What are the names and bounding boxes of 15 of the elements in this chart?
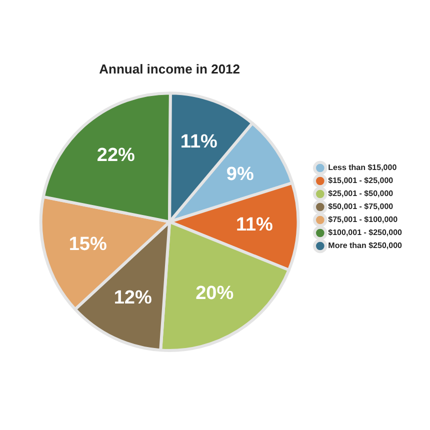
legend-label: $50,001 - $75,000 bbox=[328, 202, 394, 212]
legend-label: $25,001 - $50,000 bbox=[328, 189, 394, 198]
data-label: 20% bbox=[196, 283, 234, 304]
legend-label: $75,001 - $100,000 bbox=[328, 215, 398, 224]
legend-label: Less than $15,000 bbox=[328, 163, 398, 172]
legend-label: $100,001 - $250,000 bbox=[328, 228, 403, 238]
data-label: 11% bbox=[236, 214, 274, 236]
chart-title: Annual income in 2012 bbox=[99, 61, 240, 76]
legend-label: $15,001 - $25,000 bbox=[328, 176, 394, 186]
data-label: 22% bbox=[96, 145, 136, 166]
data-label: 9% bbox=[226, 164, 254, 185]
data-label: 12% bbox=[114, 288, 152, 309]
data-label: 11% bbox=[180, 131, 218, 152]
data-label: 15% bbox=[68, 234, 107, 256]
legend-label: More than $250,000 bbox=[328, 241, 403, 250]
